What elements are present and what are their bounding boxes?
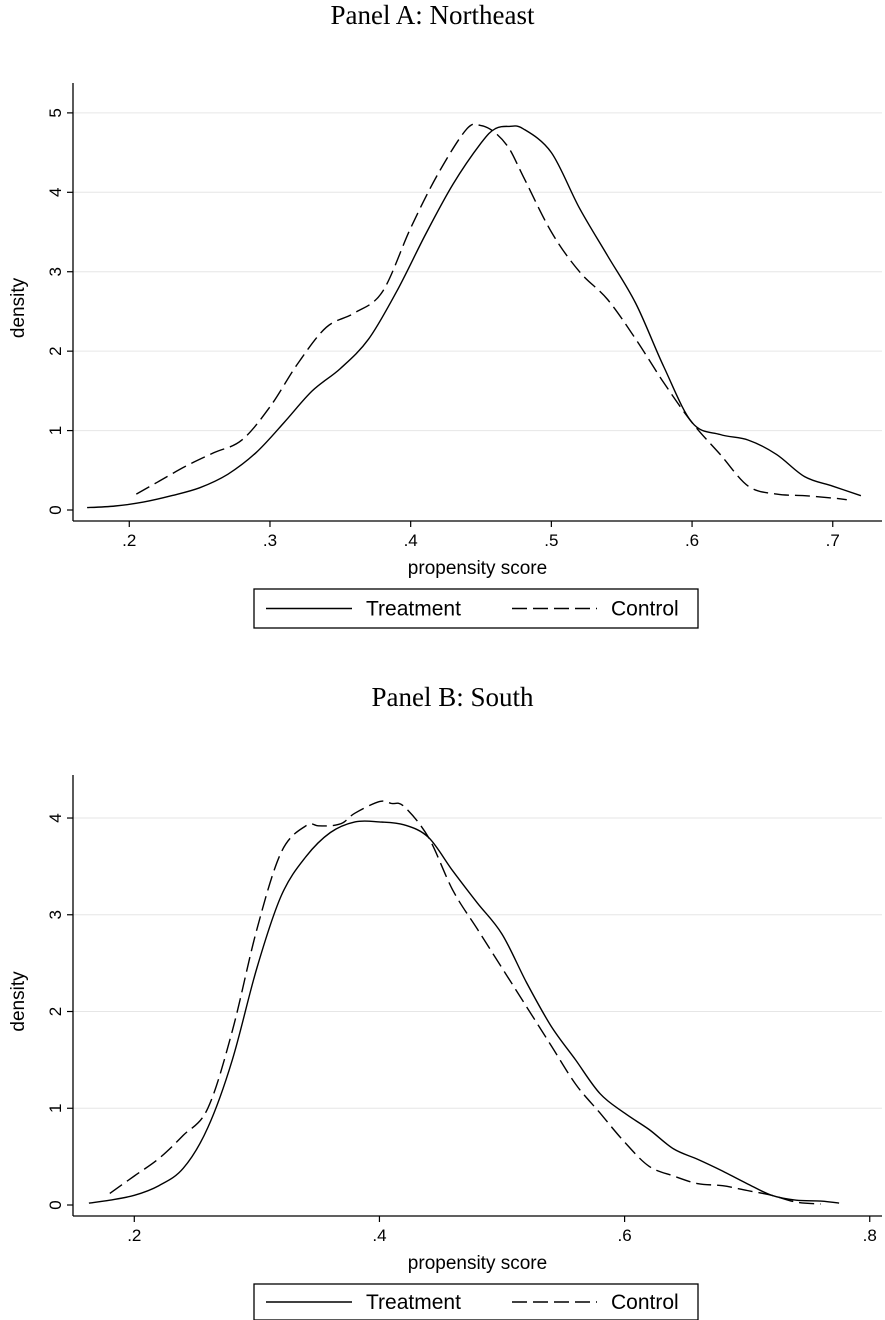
y-tick-label: 4: [46, 188, 65, 197]
x-tick-label: .3: [263, 531, 277, 550]
y-tick-label: 4: [46, 813, 65, 822]
panel-b-chart: 0 1 2 3 4 .2 .4 .6 .8 propensity score density Trea…: [8, 775, 882, 1320]
x-tick-label: .7: [826, 531, 840, 550]
y-tick-label: 0: [46, 1200, 65, 1209]
y-tick-label: 5: [46, 108, 65, 117]
legend-label-treatment: Treatment: [366, 598, 461, 621]
x-tick-label: .8: [863, 1226, 877, 1245]
legend: Treatment Control: [253, 588, 699, 629]
x-tick-label: .4: [404, 531, 418, 550]
y-tick-label: 2: [46, 346, 65, 355]
y-tick-label: 0: [46, 505, 65, 514]
legend-label-control: Control: [611, 1291, 679, 1314]
y-axis-label: density: [8, 971, 29, 1032]
x-tick-label: .6: [617, 1226, 631, 1245]
x-tick-label: .2: [122, 531, 136, 550]
y-axis-label: density: [8, 277, 29, 338]
legend-label-treatment: Treatment: [366, 1291, 461, 1314]
x-tick-label: .2: [127, 1226, 141, 1245]
legend-label-control: Control: [611, 598, 679, 621]
series-line-treatment: [88, 820, 840, 1204]
y-tick-label: 1: [46, 426, 65, 435]
series-line-control: [135, 123, 847, 501]
y-tick-label: 2: [46, 1007, 65, 1016]
x-axis-label: propensity score: [408, 1253, 547, 1274]
x-axis-label: propensity score: [408, 558, 547, 579]
panel-a-title: Panel A: Northeast: [330, 0, 535, 30]
series-line-control: [109, 800, 821, 1205]
x-tick-label: .4: [372, 1226, 386, 1245]
x-tick-label: .6: [685, 531, 699, 550]
panel-b-title: Panel B: South: [371, 682, 534, 712]
legend: Treatment Control: [253, 1283, 699, 1320]
y-tick-label: 1: [46, 1104, 65, 1113]
series-line-treatment: [87, 125, 862, 509]
y-tick-label: 3: [46, 267, 65, 276]
x-tick-label: .5: [544, 531, 558, 550]
y-tick-label: 3: [46, 910, 65, 919]
panel-a-chart: 0 1 2 3 4 5 .2 .3 .4 .5 .6 .7 propensity score densit…: [8, 83, 882, 629]
